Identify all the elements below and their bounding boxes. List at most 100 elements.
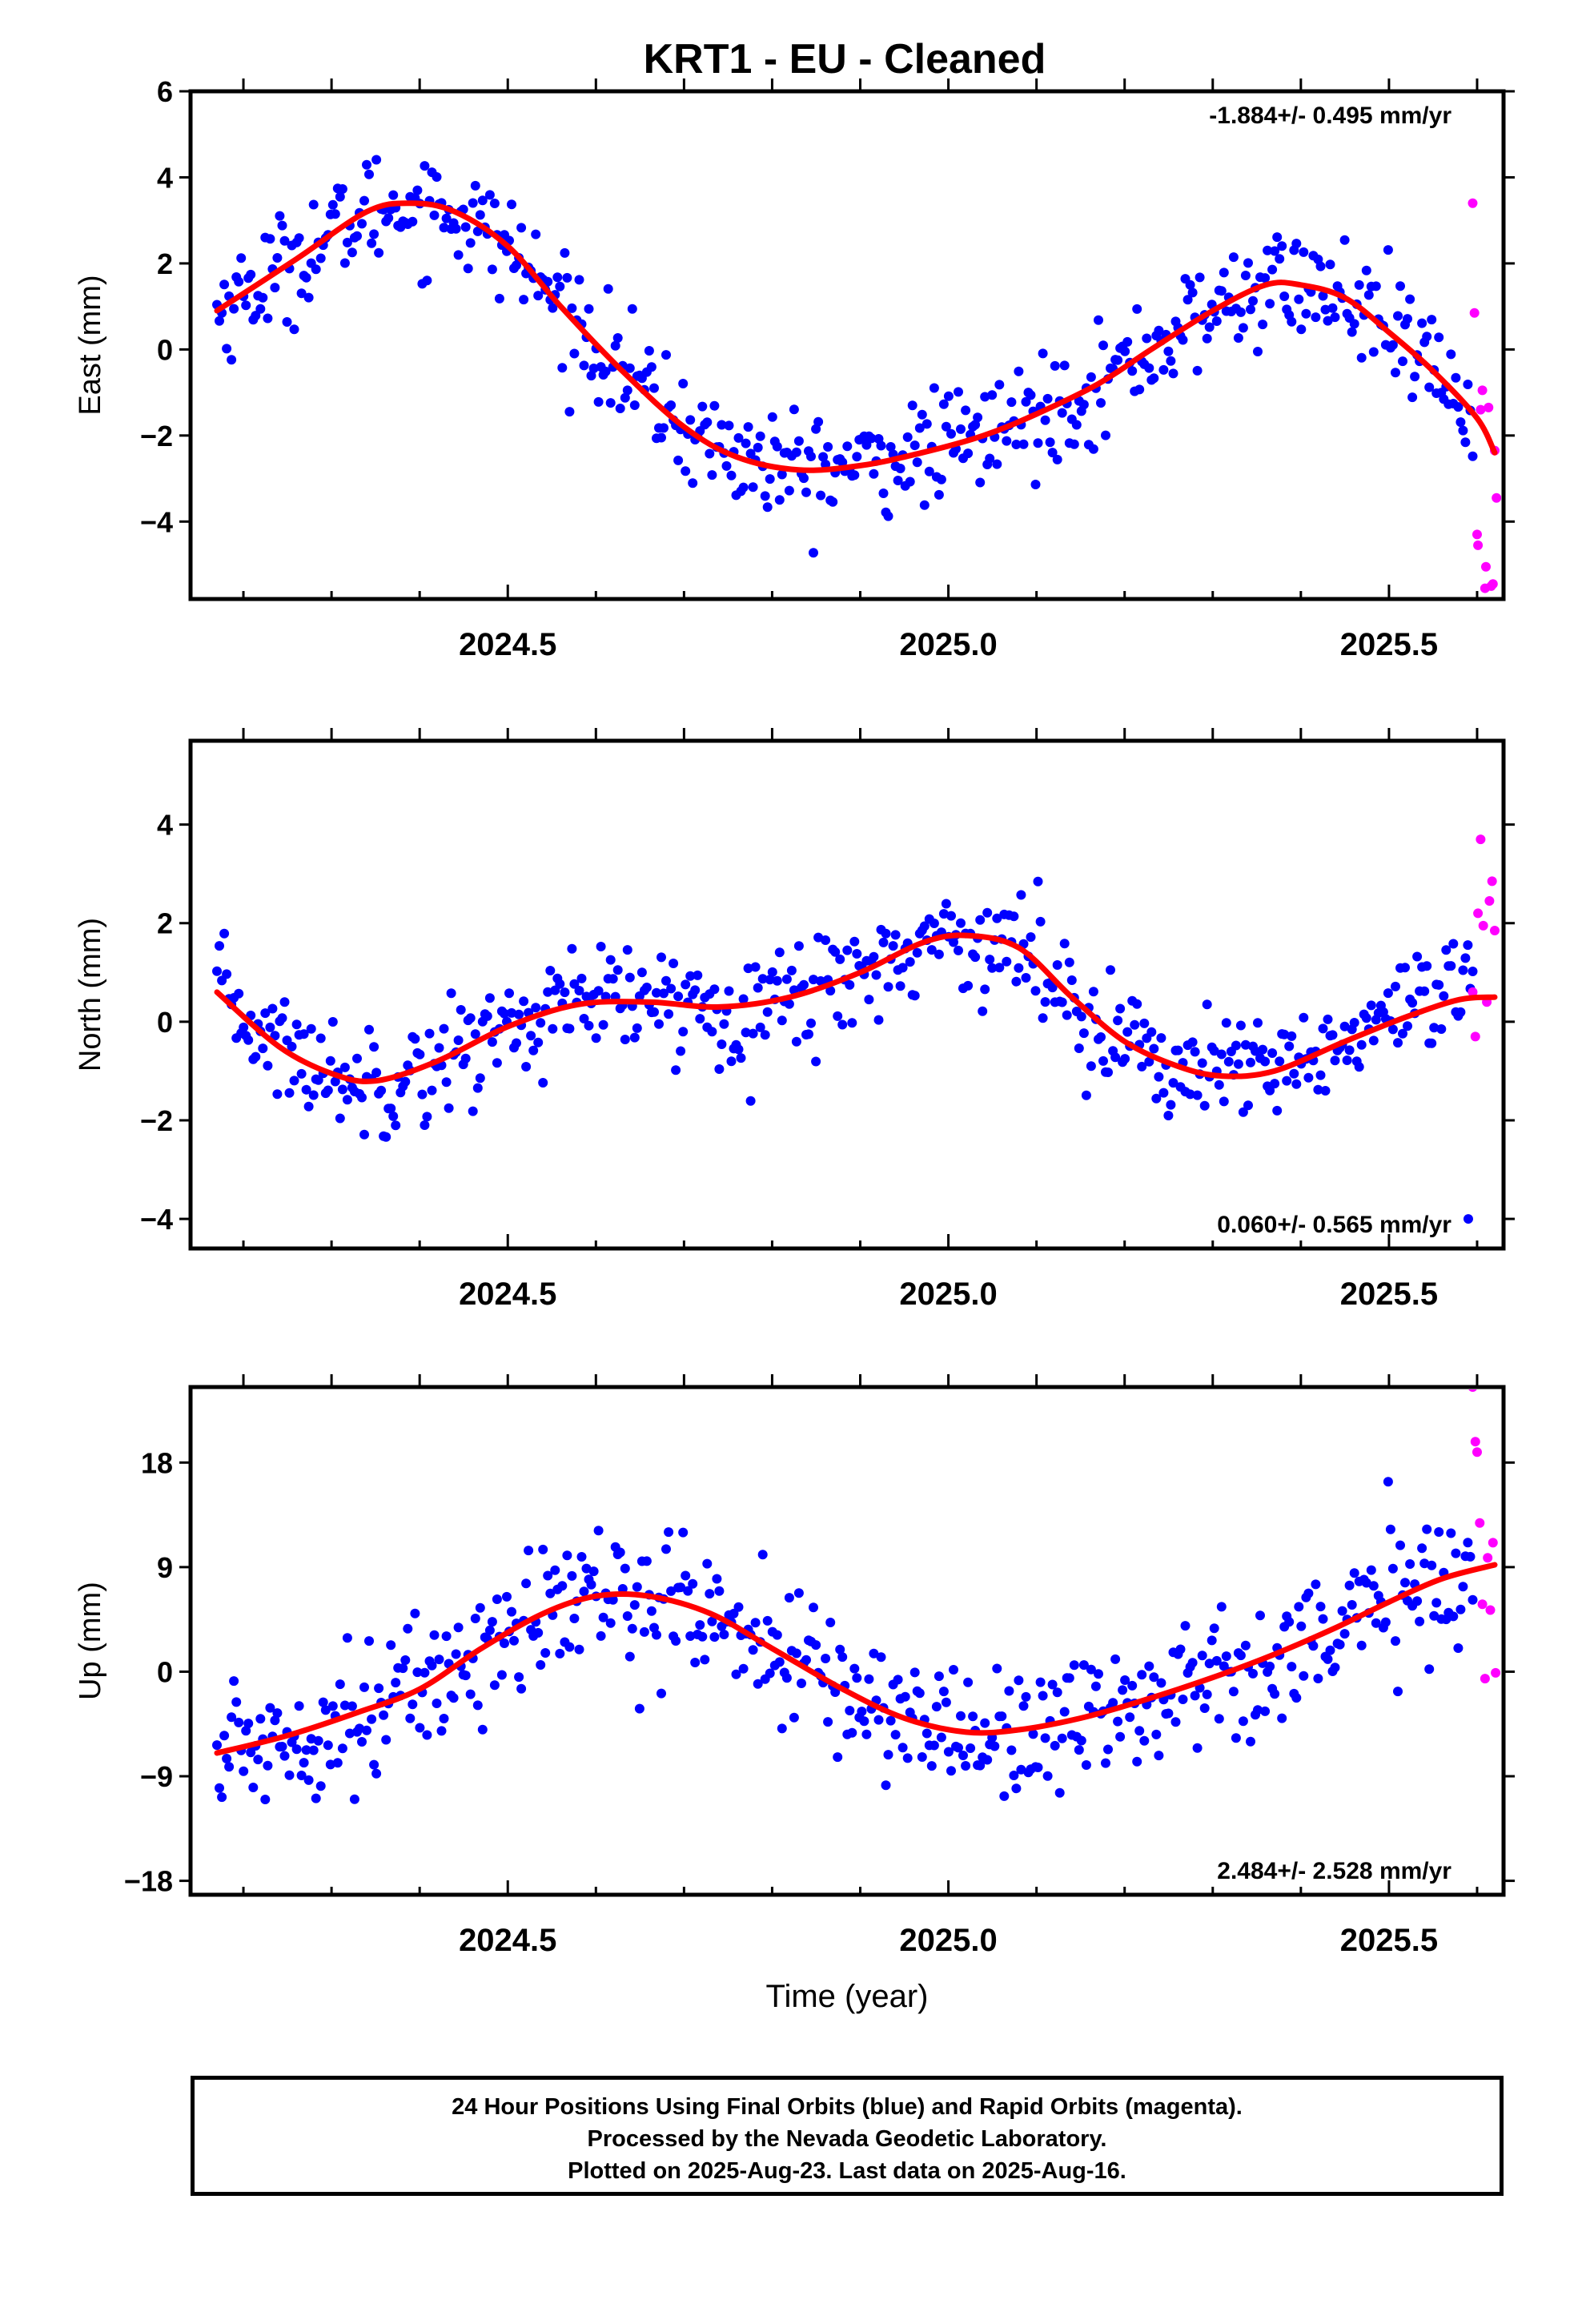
- north-rapid-point: [1473, 908, 1484, 919]
- east-final-point: [733, 432, 744, 443]
- north-final-point: [484, 993, 495, 1003]
- north-final-point: [869, 951, 879, 962]
- up-final-point: [1054, 1787, 1065, 1798]
- up-final-point: [938, 1687, 949, 1697]
- north-final-point: [1458, 965, 1468, 975]
- up-final-point: [620, 1563, 630, 1574]
- up-final-point: [1238, 1716, 1248, 1727]
- east-final-point: [799, 473, 809, 484]
- up-final-point: [439, 1714, 449, 1723]
- east-final-point: [1002, 436, 1012, 446]
- east-final-point: [627, 304, 637, 314]
- up-final-point: [318, 1697, 328, 1707]
- up-final-point: [968, 1711, 978, 1722]
- up-final-point: [1021, 1691, 1031, 1702]
- north-final-point: [757, 974, 768, 984]
- north-final-point: [946, 911, 956, 921]
- north-final-point: [641, 983, 652, 992]
- north-final-point: [400, 1076, 411, 1087]
- north-final-point: [342, 1095, 352, 1105]
- up-final-point: [586, 1579, 596, 1590]
- east-final-point: [893, 476, 903, 485]
- north-final-point: [767, 967, 777, 977]
- east-final-point: [823, 442, 833, 452]
- east-final-point: [1320, 304, 1331, 315]
- east-final-point: [1088, 444, 1098, 454]
- up-final-point: [465, 1689, 476, 1699]
- east-final-point: [934, 489, 944, 500]
- east-final-point: [975, 477, 986, 488]
- east-final-point: [1451, 372, 1461, 383]
- north-final-point: [460, 1053, 471, 1063]
- up-final-point: [622, 1611, 632, 1621]
- east-final-point: [994, 380, 1005, 390]
- north-final-point: [629, 1032, 640, 1043]
- up-final-point: [398, 1663, 408, 1674]
- up-final-point: [327, 1701, 338, 1711]
- north-final-point: [852, 949, 862, 959]
- north-final-point: [994, 963, 1005, 973]
- east-final-point: [1463, 380, 1473, 389]
- up-final-point: [690, 1658, 701, 1667]
- east-final-point: [362, 159, 371, 170]
- north-final-point: [786, 965, 797, 975]
- up-rate-label: 2.484+/- 2.528 mm/yr: [1217, 1858, 1452, 1884]
- east-final-point: [1098, 340, 1108, 351]
- up-final-point: [729, 1608, 739, 1618]
- up-final-point: [1368, 1581, 1379, 1591]
- north-fit-line: [214, 932, 1498, 1084]
- up-final-point: [990, 1741, 1000, 1751]
- north-final-point: [215, 941, 224, 951]
- up-final-point: [1456, 1604, 1466, 1614]
- north-final-point: [897, 963, 908, 973]
- north-final-point: [303, 1101, 314, 1112]
- north-final-point: [1062, 1010, 1072, 1020]
- east-final-point: [1052, 454, 1062, 464]
- east-final-point: [1294, 294, 1304, 304]
- north-final-point: [1251, 1046, 1260, 1056]
- north-final-point: [1149, 1043, 1159, 1054]
- east-final-point: [519, 295, 529, 305]
- north-final-point: [883, 982, 893, 992]
- north-rapid-point: [1478, 920, 1488, 931]
- up-final-point: [982, 1755, 993, 1765]
- north-final-point: [620, 1035, 630, 1044]
- up-final-point: [569, 1614, 580, 1623]
- north-final-point: [1078, 1028, 1089, 1039]
- east-final-point: [236, 253, 247, 263]
- east-final-point: [477, 195, 488, 206]
- up-final-point: [929, 1740, 939, 1751]
- up-final-point: [1221, 1651, 1231, 1662]
- north-final-point: [512, 1038, 521, 1048]
- north-final-point: [1076, 1011, 1086, 1022]
- north-final-point: [1330, 1055, 1340, 1066]
- north-final-point: [736, 1053, 746, 1063]
- east-final-point: [1395, 281, 1405, 292]
- north-final-point: [1303, 1072, 1314, 1083]
- up-final-point: [374, 1683, 384, 1694]
- north-final-point: [833, 1011, 843, 1021]
- up-final-point: [617, 1584, 628, 1594]
- north-final-point: [799, 979, 809, 990]
- up-final-point: [849, 1663, 860, 1674]
- east-final-point: [721, 460, 732, 471]
- north-final-point: [784, 999, 794, 1009]
- north-final-point: [1156, 1033, 1166, 1043]
- north-final-point: [1096, 1032, 1106, 1042]
- up-final-point: [975, 1760, 986, 1771]
- north-final-point: [1342, 1055, 1352, 1065]
- up-final-point: [460, 1671, 471, 1681]
- up-final-point: [980, 1718, 990, 1728]
- north-final-point: [1040, 997, 1050, 1007]
- up-final-point: [1081, 1760, 1091, 1770]
- east-final-point: [1327, 303, 1338, 313]
- east-final-point: [1195, 272, 1205, 283]
- east-final-point: [828, 497, 838, 507]
- up-final-point: [451, 1649, 461, 1659]
- east-final-point: [1243, 258, 1253, 268]
- north-final-point: [1456, 1007, 1466, 1017]
- east-final-point: [1069, 439, 1079, 449]
- up-final-point: [1125, 1712, 1135, 1723]
- east-final-point: [1318, 291, 1328, 301]
- up-final-point: [1009, 1771, 1019, 1780]
